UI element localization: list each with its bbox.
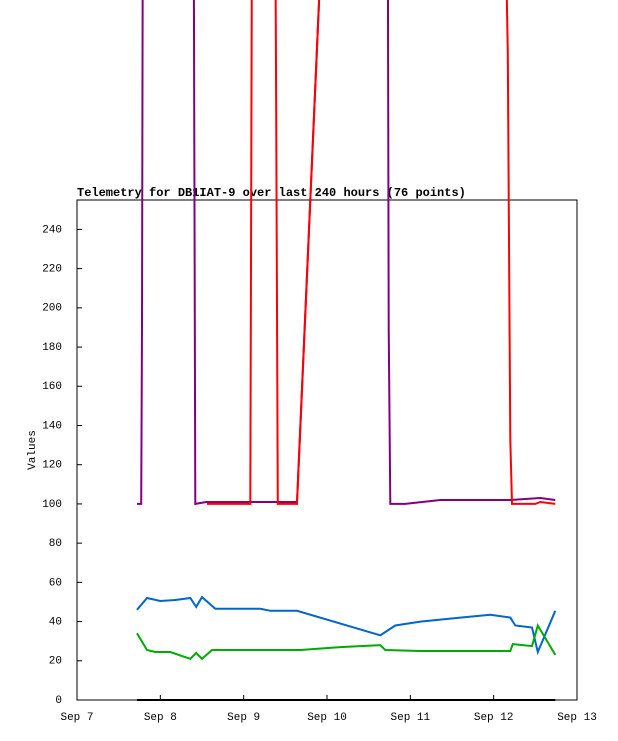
x-tick-label: Sep 13 [557, 712, 597, 724]
x-tick-label: Sep 8 [144, 712, 177, 724]
y-tick-label: 240 [42, 224, 62, 236]
y-tick-label: 160 [42, 381, 62, 393]
y-tick-label: 60 [49, 577, 62, 589]
x-tick-label: Sep 7 [60, 712, 93, 724]
plot-frame [76, 199, 578, 701]
y-axis-label: Values [27, 430, 39, 470]
y-tick-label: 100 [42, 499, 62, 511]
series-line [136, 622, 557, 661]
y-tick-label: 180 [42, 342, 62, 354]
x-tick-label: Sep 11 [391, 712, 431, 724]
y-tick-label: 120 [42, 460, 62, 472]
y-tick-label: 0 [55, 695, 62, 707]
series-line [137, 0, 556, 506]
chart-title: Telemetry for DB1IAT-9 over last 240 hou… [77, 186, 466, 200]
y-tick-label: 200 [42, 303, 62, 315]
series-line [136, 595, 557, 656]
x-tick-label: Sep 9 [227, 712, 260, 724]
y-tick-label: 80 [49, 538, 62, 550]
y-tick-label: 220 [42, 264, 62, 276]
y-tick-label: 40 [49, 616, 62, 628]
y-tick-label: 140 [42, 420, 62, 432]
y-tick-label: 20 [49, 656, 62, 668]
x-tick-label: Sep 12 [474, 712, 514, 724]
x-tick-label: Sep 10 [307, 712, 347, 724]
series-line [207, 0, 556, 505]
